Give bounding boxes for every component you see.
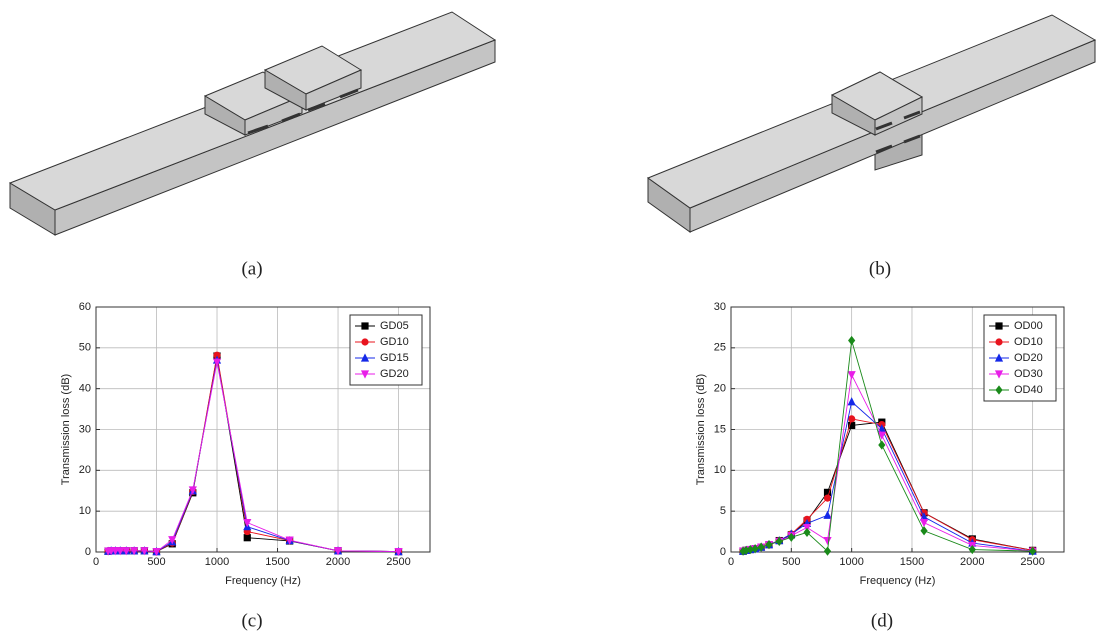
legend-label: GD15 xyxy=(380,352,409,364)
x-tick-label: 1500 xyxy=(265,556,289,568)
x-axis-label: Frequency (Hz) xyxy=(225,575,301,587)
x-tick-label: 1000 xyxy=(839,556,863,568)
panel-label: (b) xyxy=(869,258,891,279)
y-tick-label: 0 xyxy=(85,546,91,558)
y-tick-label: 30 xyxy=(714,301,726,313)
marker xyxy=(995,322,1002,329)
marker xyxy=(361,338,368,345)
x-tick-label: 500 xyxy=(782,556,800,568)
legend-label: OD10 xyxy=(1014,336,1043,348)
y-tick-label: 30 xyxy=(79,423,91,435)
y-tick-label: 5 xyxy=(720,505,726,517)
y-tick-label: 15 xyxy=(714,423,726,435)
x-tick-label: 0 xyxy=(728,556,734,568)
legend-label: OD20 xyxy=(1014,352,1043,364)
model-a xyxy=(10,12,495,235)
marker xyxy=(244,534,251,541)
x-tick-label: 0 xyxy=(93,556,99,568)
x-tick-label: 500 xyxy=(147,556,165,568)
series-line xyxy=(108,362,398,551)
marker xyxy=(823,537,831,545)
y-tick-label: 20 xyxy=(714,383,726,395)
y-axis-label: Transmission loss (dB) xyxy=(60,374,72,485)
marker xyxy=(848,397,856,405)
panel-label: (d) xyxy=(871,610,893,631)
marker xyxy=(848,336,855,345)
legend-label: OD40 xyxy=(1014,384,1043,396)
beam-front xyxy=(690,40,1095,232)
marker xyxy=(878,440,885,449)
legend-label: GD10 xyxy=(380,336,409,348)
marker xyxy=(920,526,927,535)
marker xyxy=(848,371,856,379)
y-tick-label: 10 xyxy=(79,505,91,517)
model-b xyxy=(648,15,1095,232)
y-tick-label: 0 xyxy=(720,546,726,558)
panel-label: (c) xyxy=(241,610,262,631)
marker xyxy=(920,519,928,527)
panel-label: (a) xyxy=(241,258,262,279)
y-tick-label: 40 xyxy=(79,383,91,395)
x-tick-label: 2000 xyxy=(960,556,984,568)
marker xyxy=(361,322,368,329)
series-line xyxy=(743,402,1033,551)
y-tick-label: 50 xyxy=(79,342,91,354)
x-tick-label: 2500 xyxy=(1020,556,1044,568)
marker xyxy=(995,338,1002,345)
y-tick-label: 60 xyxy=(79,301,91,313)
y-tick-label: 25 xyxy=(714,342,726,354)
x-tick-label: 1500 xyxy=(900,556,924,568)
legend-label: OD00 xyxy=(1014,320,1043,332)
marker xyxy=(824,495,831,502)
legend-label: GD20 xyxy=(380,368,409,380)
figure: (a) (b) 01020304050600500100015002000250… xyxy=(0,0,1102,637)
x-tick-label: 2500 xyxy=(386,556,410,568)
y-tick-label: 10 xyxy=(714,464,726,476)
series-line xyxy=(743,419,1033,551)
x-tick-label: 1000 xyxy=(205,556,229,568)
x-tick-label: 2000 xyxy=(326,556,350,568)
legend-label: GD05 xyxy=(380,320,409,332)
y-tick-label: 20 xyxy=(79,464,91,476)
marker xyxy=(824,547,831,556)
marker xyxy=(823,511,831,519)
x-axis-label: Frequency (Hz) xyxy=(860,575,936,587)
marker xyxy=(848,415,855,422)
y-axis-label: Transmission loss (dB) xyxy=(695,374,707,485)
legend-label: OD30 xyxy=(1014,368,1043,380)
